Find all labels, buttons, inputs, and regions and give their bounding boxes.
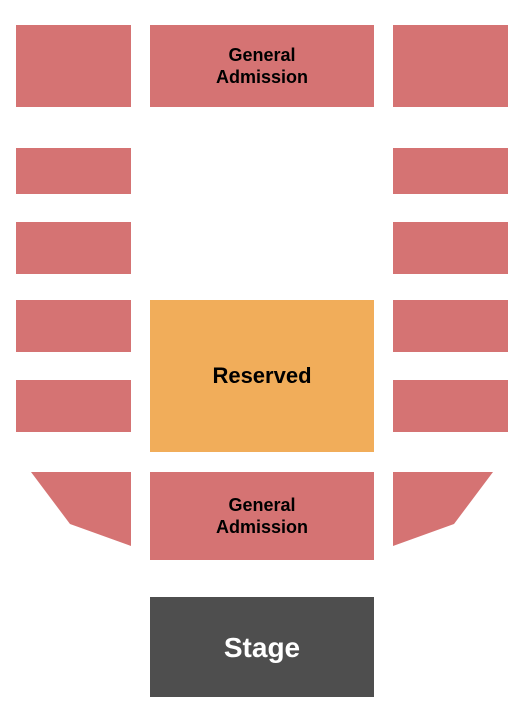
section-bottom-ga[interactable]: GeneralAdmission xyxy=(150,472,374,560)
section-top-ga[interactable]: GeneralAdmission xyxy=(150,25,374,107)
section-left-wedge-shape[interactable] xyxy=(31,472,131,546)
section-right-3[interactable] xyxy=(393,300,508,352)
section-right-wedge-shape[interactable] xyxy=(393,472,493,546)
section-reserved[interactable]: Reserved xyxy=(150,300,374,452)
section-left-1[interactable] xyxy=(16,148,131,194)
section-top-ga-label: GeneralAdmission xyxy=(216,44,308,89)
section-top-right-corner[interactable] xyxy=(393,25,508,107)
section-left-3[interactable] xyxy=(16,300,131,352)
section-right-2[interactable] xyxy=(393,222,508,274)
section-right-4[interactable] xyxy=(393,380,508,432)
section-bottom-ga-label: GeneralAdmission xyxy=(216,494,308,539)
section-left-4[interactable] xyxy=(16,380,131,432)
section-top-left-corner[interactable] xyxy=(16,25,131,107)
section-stage[interactable]: Stage xyxy=(150,597,374,697)
section-reserved-label: Reserved xyxy=(212,362,311,390)
section-left-2[interactable] xyxy=(16,222,131,274)
section-right-1[interactable] xyxy=(393,148,508,194)
section-stage-label: Stage xyxy=(224,630,300,665)
seating-map: GeneralAdmission Reserved GeneralAdmission… xyxy=(0,0,525,723)
